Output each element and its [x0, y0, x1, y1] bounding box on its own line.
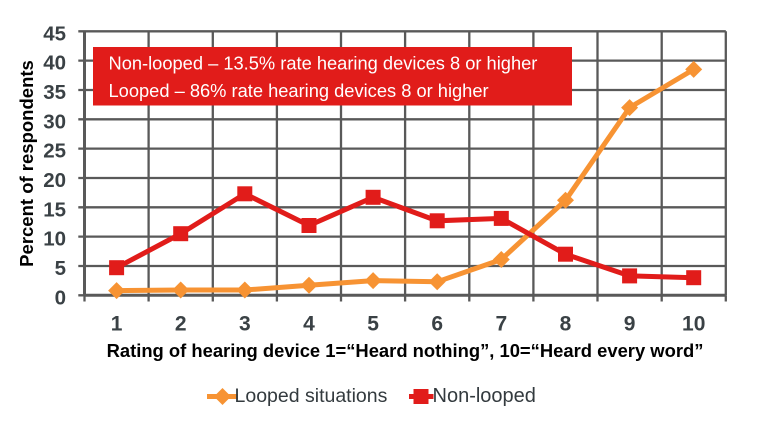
svg-text:40: 40: [43, 52, 66, 75]
svg-text:35: 35: [43, 81, 66, 104]
svg-text:10: 10: [682, 313, 705, 336]
svg-text:Looped situations: Looped situations: [235, 385, 388, 407]
svg-text:5: 5: [367, 313, 379, 336]
svg-text:Percent of respondents: Percent of respondents: [16, 60, 37, 267]
svg-text:1: 1: [111, 313, 123, 336]
svg-text:Looped – 86% rate hearing devi: Looped – 86% rate hearing devices 8 or h…: [109, 80, 489, 101]
svg-text:15: 15: [43, 198, 66, 221]
svg-text:10: 10: [43, 228, 66, 251]
svg-text:9: 9: [624, 313, 636, 336]
svg-text:Non-looped: Non-looped: [433, 385, 536, 407]
svg-text:2: 2: [175, 313, 187, 336]
svg-text:6: 6: [431, 313, 443, 336]
svg-text:7: 7: [495, 313, 507, 336]
svg-text:5: 5: [55, 257, 66, 280]
svg-text:0: 0: [55, 286, 66, 309]
svg-text:45: 45: [43, 22, 66, 45]
svg-text:25: 25: [43, 140, 66, 163]
svg-text:3: 3: [239, 313, 251, 336]
svg-text:30: 30: [43, 110, 66, 133]
svg-text:Non-looped – 13.5% rate hearin: Non-looped – 13.5% rate hearing devices …: [109, 53, 538, 74]
svg-text:20: 20: [43, 169, 66, 192]
svg-text:8: 8: [560, 313, 572, 336]
svg-text:Rating of hearing device 1=“He: Rating of hearing device 1=“Heard nothin…: [107, 340, 704, 361]
svg-text:4: 4: [303, 313, 315, 336]
